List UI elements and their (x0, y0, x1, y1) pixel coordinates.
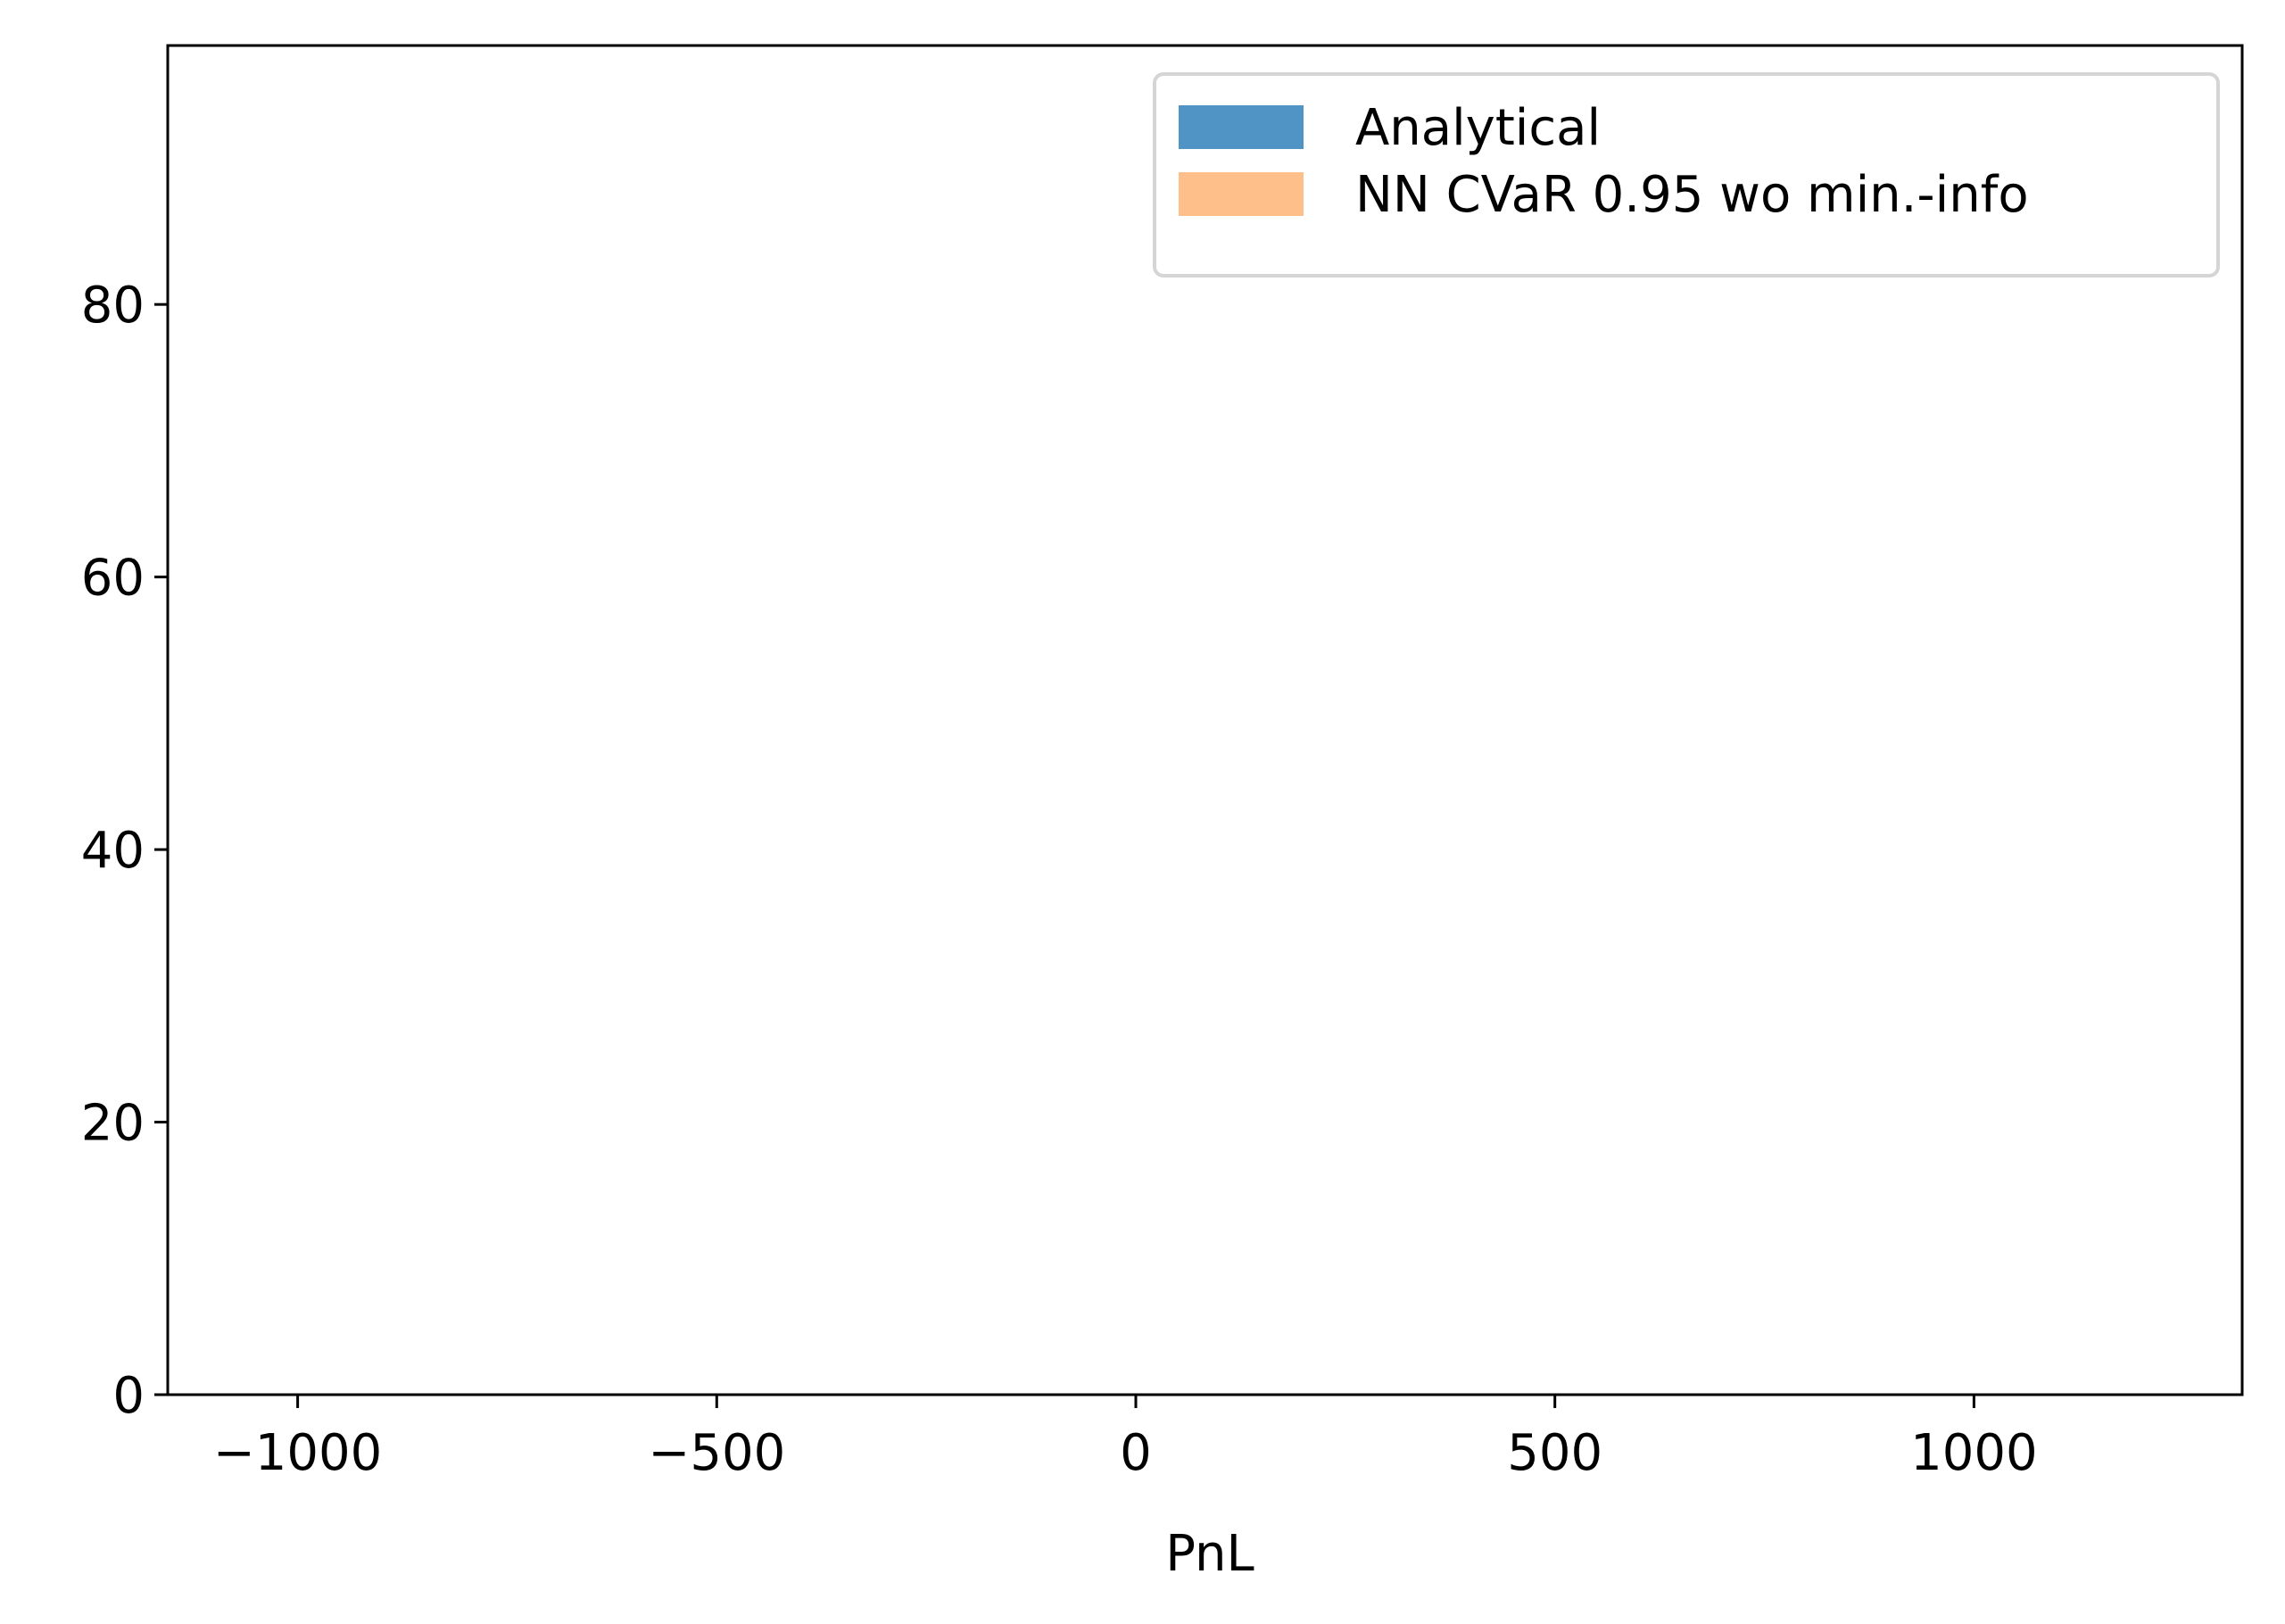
x-tick-label: −500 (648, 1424, 785, 1482)
x-tick-label: 0 (1120, 1424, 1152, 1482)
legend-box (1153, 72, 2220, 278)
legend-label: NN CVaR 0.95 wo min.-info (1355, 166, 2029, 224)
y-tick-label: 60 (81, 550, 145, 608)
x-tick-label: −1000 (213, 1424, 382, 1482)
x-tick-label: 500 (1507, 1424, 1602, 1482)
y-tick-label: 20 (81, 1095, 145, 1153)
y-tick-label: 80 (81, 277, 145, 335)
x-tick-label: 1000 (1910, 1424, 2038, 1482)
axes: −1000 −500 0 500 1000 0 20 40 60 80 (81, 44, 2244, 1482)
legend-swatch (1179, 105, 1304, 149)
y-tick-label: 40 (81, 822, 145, 880)
legend-swatch (1179, 172, 1304, 216)
axes-frame (166, 44, 2244, 1396)
legend-label: Analytical (1355, 99, 1601, 157)
y-tick-label: 0 (112, 1367, 145, 1425)
legend: Analytical NN CVaR 0.95 wo min.-info (1153, 72, 2220, 278)
x-axis-label: PnL (1165, 1525, 1254, 1583)
